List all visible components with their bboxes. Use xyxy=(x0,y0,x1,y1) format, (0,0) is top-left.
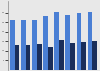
Bar xyxy=(48,47,53,70)
Bar xyxy=(21,20,26,70)
Bar xyxy=(32,20,37,70)
Bar xyxy=(54,12,59,70)
Bar xyxy=(43,16,48,70)
Bar xyxy=(59,40,64,70)
Bar xyxy=(81,42,86,70)
Bar xyxy=(88,12,92,70)
Bar xyxy=(77,13,81,70)
Bar xyxy=(66,15,70,70)
Bar xyxy=(10,20,15,70)
Bar xyxy=(26,45,30,70)
Bar xyxy=(37,44,42,70)
Bar xyxy=(92,41,97,70)
Bar xyxy=(70,43,75,70)
Bar xyxy=(15,45,19,70)
